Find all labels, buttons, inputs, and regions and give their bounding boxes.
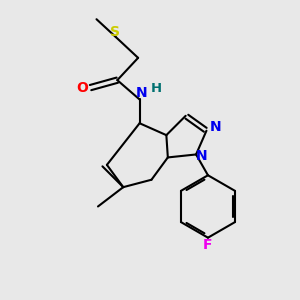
- Text: O: O: [76, 81, 88, 94]
- Text: S: S: [110, 25, 120, 39]
- Text: N: N: [136, 86, 148, 100]
- Text: H: H: [150, 82, 161, 95]
- Text: N: N: [210, 120, 222, 134]
- Text: N: N: [196, 149, 207, 163]
- Text: F: F: [203, 238, 213, 252]
